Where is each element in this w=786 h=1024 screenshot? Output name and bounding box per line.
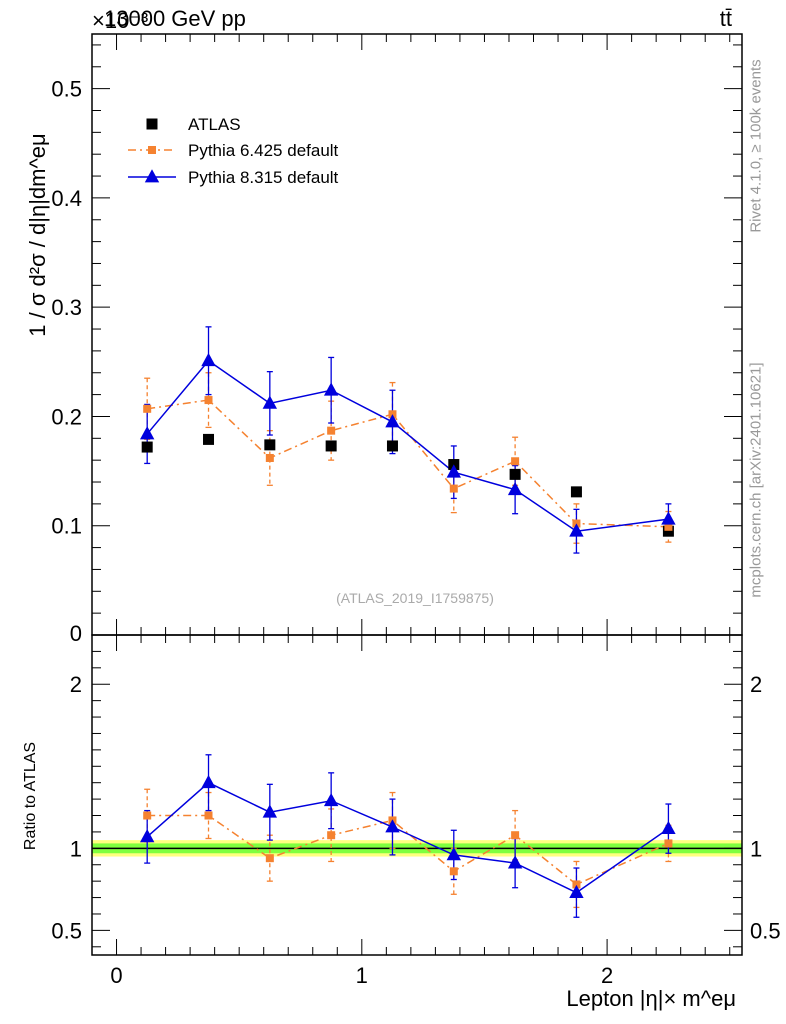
pythia8-point [262,395,278,409]
x-axis-label: Lepton |η|× m^eμ [566,986,736,1011]
ratio-pythia8-point [139,829,155,843]
ratio-pythia8-point [323,792,339,807]
y-exponent: ×10⁻³ [92,8,149,33]
ratio-pythia8-point [446,847,461,861]
ratio-y-tick-label: 0.5 [51,918,82,943]
atlas-point [509,468,521,480]
legend-atlas-marker [146,118,158,130]
process-label: tt̄ [719,6,732,31]
ratio-pythia8-point [569,884,584,899]
plot-title: 13000 GeV pp [104,6,246,31]
atlas-point [386,440,398,452]
ratio-pythia8-point [661,820,676,835]
atlas-point [325,440,337,452]
rivet-version-label: Rivet 4.1.0, ≥ 100k events [747,59,765,233]
y-tick-label: 0.5 [51,77,82,102]
legend-label: ATLAS [188,115,241,134]
ratio-pythia8-point [262,804,278,818]
ratio-y-tick-label-right: 2 [750,672,762,697]
x-tick-label: 0 [110,963,122,988]
pythia6-point [143,404,152,413]
ratio-ylabel: Ratio to ATLAS [22,741,39,851]
x-tick-label: 1 [356,963,368,988]
pythia6-point [204,396,213,405]
ratio-pythia6-point [449,867,458,876]
analysis-id: (ATLAS_2019_I1759875) [336,590,494,606]
pythia8-point [201,352,216,367]
pythia6-point [327,426,336,435]
ratio-pythia8-point [201,774,216,789]
y-tick-label: 0.3 [51,295,82,320]
pythia8-point [385,414,400,428]
ratio-pythia8-point [385,819,400,833]
y-tick-label-zero: 0 [70,621,82,646]
legend-pythia8-marker [144,169,160,183]
ratio-frame [91,634,743,956]
pythia8-point [323,382,339,396]
ratio-y-tick-label-right: 1 [750,836,762,861]
main-ylabel: 1 / σ d²σ / d|η|dm^eμ [25,133,50,337]
ratio-pythia6-point [204,811,213,820]
ratio-pythia6-point [327,831,336,840]
pythia6-point [511,457,520,466]
pythia8-line [146,359,669,532]
legend-label: Pythia 6.425 default [188,141,339,160]
mcplots-label: mcplots.cern.ch [arXiv:2401.10621] [747,362,765,598]
y-tick-label: 0.1 [51,514,82,539]
pythia8-point [507,481,523,496]
pythia8-point [446,464,461,478]
ratio-y-tick-label: 1 [70,836,82,861]
ratio-pythia6-point [572,880,581,889]
atlas-point [264,439,276,451]
pythia8-point [661,511,676,525]
y-tick-label: 0.2 [51,404,82,429]
ratio-pythia6-point [265,854,274,863]
atlas-point [203,433,215,445]
atlas-point [570,486,582,498]
y-tick-label: 0.4 [51,186,82,211]
ratio-pythia8-line [146,781,669,894]
atlas-point [141,441,153,453]
ratio-pythia6-point [511,831,520,840]
pythia6-point [664,522,673,531]
pythia6-line [147,399,669,528]
pythia6-point [265,453,274,462]
ratio-y-tick-label-right: 0.5 [750,918,781,943]
pythia8-point [569,523,584,537]
ratio-pythia6-point [664,839,673,848]
ratio-y-tick-label: 2 [70,672,82,697]
ratio-pythia6-point [143,811,152,820]
pythia8-point [139,426,155,440]
atlas-point [662,525,674,537]
pythia6-point [449,484,458,493]
ratio-pythia8-point [507,855,523,869]
legend-pythia6-marker [148,146,156,154]
legend-label: Pythia 8.315 default [188,168,339,187]
x-tick-label: 2 [601,963,613,988]
